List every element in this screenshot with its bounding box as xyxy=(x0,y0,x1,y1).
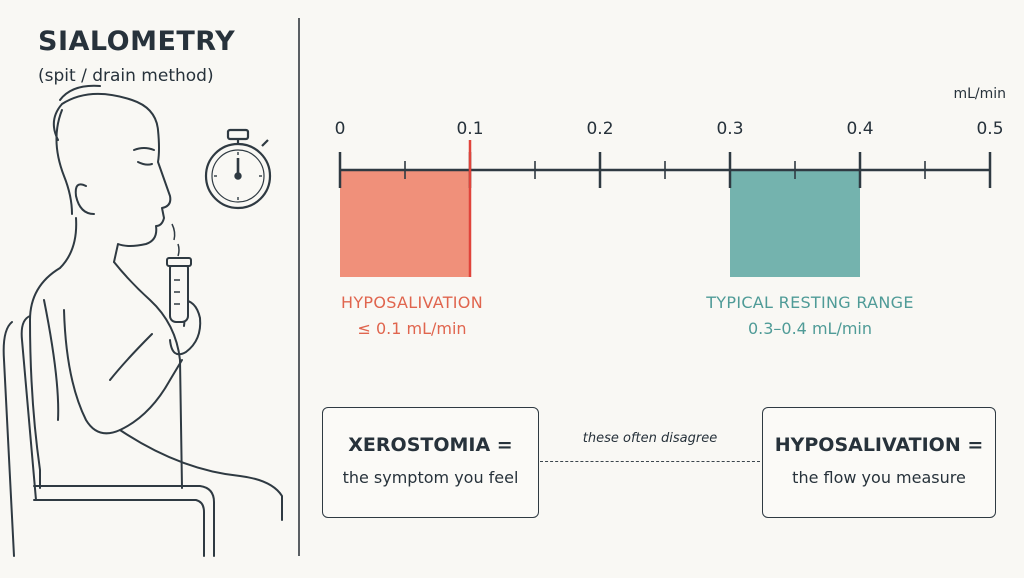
stopwatch-icon xyxy=(204,128,272,210)
tick-label: 0 xyxy=(335,119,346,139)
hyposalivation-band xyxy=(340,170,470,277)
tick-label: 0.2 xyxy=(586,119,613,139)
hyposalivation-box: HYPOSALIVATION = the flow you measure xyxy=(762,407,996,518)
tick-label: 0.5 xyxy=(976,119,1003,139)
typical-range-band xyxy=(730,170,860,277)
hyposalivation-text: the flow you measure xyxy=(792,468,966,487)
xerostomia-box: XEROSTOMIA = the symptom you feel xyxy=(322,407,539,518)
head xyxy=(52,92,172,263)
flow-scale: mL/min 0 0.1 0.2 0.3 0.4 0.5 xyxy=(335,86,1006,277)
unit-label: mL/min xyxy=(953,86,1006,102)
hypo-value: ≤ 0.1 mL/min xyxy=(357,319,467,338)
hyposalivation-label: HYPOSALIVATION ≤ 0.1 mL/min xyxy=(316,290,508,342)
page-subtitle: (spit / drain method) xyxy=(38,66,214,86)
xerostomia-text: the symptom you feel xyxy=(342,468,519,487)
dashed-connector xyxy=(540,461,760,462)
panel-divider xyxy=(298,18,300,556)
collection-tube-icon xyxy=(166,257,192,323)
tick-label: 0.4 xyxy=(846,119,873,139)
tick-label: 0.3 xyxy=(716,119,743,139)
typical-value: 0.3–0.4 mL/min xyxy=(747,319,873,338)
typical-range-label: TYPICAL RESTING RANGE 0.3–0.4 mL/min xyxy=(660,290,960,342)
tick-label: 0.1 xyxy=(456,119,483,139)
hyposalivation-title: HYPOSALIVATION = xyxy=(774,434,984,456)
chair xyxy=(2,321,15,557)
xerostomia-title: XEROSTOMIA = xyxy=(348,434,513,456)
page-title: SIALOMETRY xyxy=(38,26,236,57)
person-illustration xyxy=(2,84,283,557)
connector-label: these often disagree xyxy=(582,431,718,446)
hypo-title: HYPOSALIVATION xyxy=(341,293,483,312)
typical-title: TYPICAL RESTING RANGE xyxy=(706,293,914,312)
